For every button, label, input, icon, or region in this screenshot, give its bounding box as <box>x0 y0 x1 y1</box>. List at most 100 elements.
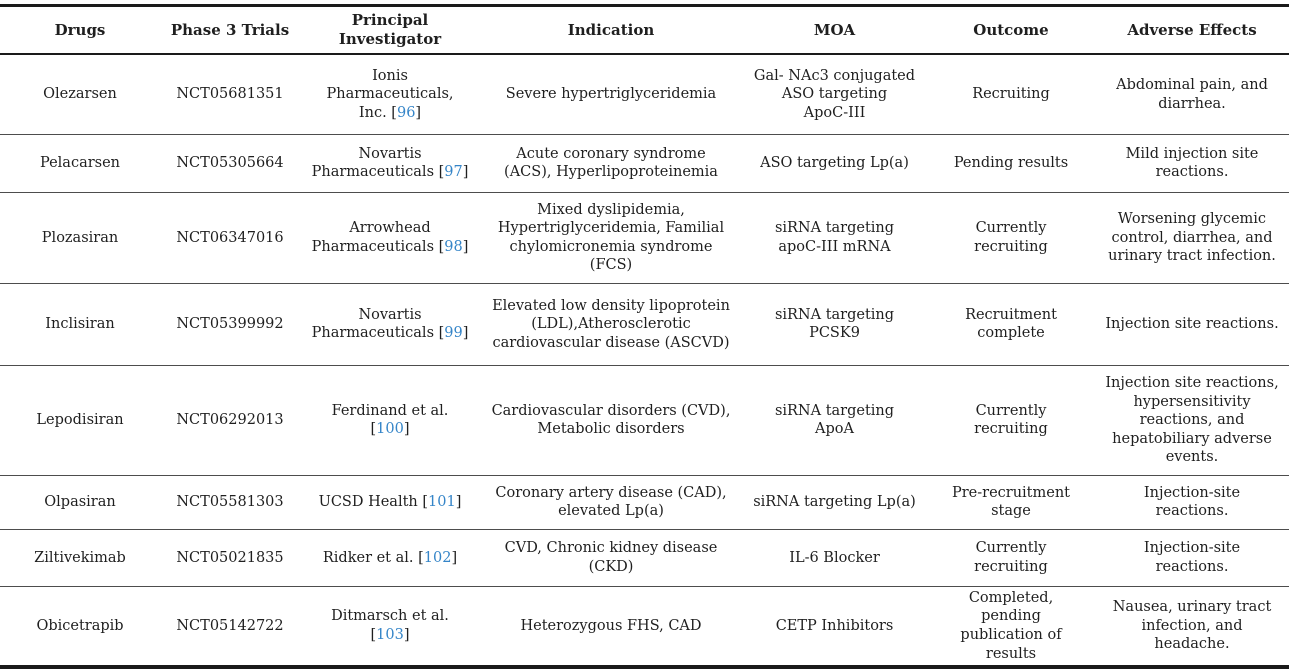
pi-text: Novartis Pharmaceuticals [ <box>311 145 445 181</box>
principal-investigator-cell: Ridker et al. [102] <box>300 528 480 587</box>
principal-investigator-cell: Arrowhead Pharmaceuticals [98] <box>300 191 480 284</box>
moa-cell: siRNA targeting ApoA <box>742 364 927 476</box>
drug-name-cell: Inclisiran <box>0 282 160 366</box>
trial-id-cell: NCT05021835 <box>160 528 300 587</box>
adverse-effects-cell: Injection-site reactions. <box>1095 528 1289 587</box>
citation-link[interactable]: 98 <box>444 238 463 255</box>
outcome-cell: Recruitment complete <box>927 282 1095 366</box>
pi-text-close: ] <box>415 104 422 121</box>
trial-id-cell: NCT05581303 <box>160 474 300 530</box>
pi-text-close: ] <box>455 494 462 511</box>
column-header-outcome: Outcome <box>927 5 1095 56</box>
principal-investigator-cell: Ferdinand et al. [100] <box>300 364 480 476</box>
drug-name-cell: Ziltivekimab <box>0 528 160 587</box>
adverse-effects-cell: Injection site reactions, hypersensitivi… <box>1095 364 1289 476</box>
pi-text: Ionis Pharmaceuticals, Inc. [ <box>326 67 454 121</box>
drug-name-cell: Plozasiran <box>0 191 160 284</box>
moa-cell: siRNA targeting Lp(a) <box>742 474 927 530</box>
moa-cell: siRNA targeting apoC-III mRNA <box>742 191 927 284</box>
citation-link[interactable]: 101 <box>428 494 456 511</box>
indication-cell: Elevated low density lipoprotein (LDL),A… <box>480 282 742 366</box>
pi-text: Novartis Pharmaceuticals [ <box>311 306 445 342</box>
table-row-plozasiran: Plozasiran NCT06347016 Arrowhead Pharmac… <box>0 191 1289 284</box>
drug-name-cell: Pelacarsen <box>0 133 160 193</box>
moa-cell: siRNA targeting PCSK9 <box>742 282 927 366</box>
pi-text-close: ] <box>403 421 410 438</box>
pi-text: UCSD Health [ <box>318 494 429 511</box>
indication-cell: Mixed dyslipidemia, Hypertriglyceridemia… <box>480 191 742 284</box>
moa-cell: Gal- NAc3 conjugated ASO targeting ApoC-… <box>753 67 916 121</box>
table-row-ziltivekimab: Ziltivekimab NCT05021835 Ridker et al. [… <box>0 528 1289 587</box>
citation-link[interactable]: 100 <box>376 421 404 438</box>
principal-investigator-cell: Novartis Pharmaceuticals [97] <box>300 133 480 193</box>
pi-text-close: ] <box>403 626 410 643</box>
column-header-moa: MOA <box>742 5 927 56</box>
citation-link[interactable]: 97 <box>444 164 463 181</box>
indication-cell: Acute coronary syndrome (ACS), Hyperlipo… <box>480 133 742 193</box>
pi-text-close: ] <box>451 549 458 566</box>
drug-name-cell: Obicetrapib <box>0 585 160 668</box>
table-row-pelacarsen: Pelacarsen NCT05305664 Novartis Pharmace… <box>0 133 1289 193</box>
table-header: Drugs Phase 3 Trials Principal Investiga… <box>0 5 1289 56</box>
header-row: Drugs Phase 3 Trials Principal Investiga… <box>0 5 1289 56</box>
principal-investigator-cell: UCSD Health [101] <box>300 474 480 530</box>
moa-cell: CETP Inhibitors <box>742 585 927 668</box>
pi-text-close: ] <box>462 164 469 181</box>
column-header-indication: Indication <box>480 5 742 56</box>
trial-id-cell: NCT05399992 <box>160 282 300 366</box>
moa-cell: IL-6 Blocker <box>742 528 927 587</box>
table-row-olpasiran: Olpasiran NCT05581303 UCSD Health [101] … <box>0 474 1289 530</box>
outcome-cell: Pre-recruitment stage <box>927 474 1095 530</box>
outcome-cell: Recruiting <box>972 86 1050 103</box>
adverse-effects-cell: Abdominal pain, and diarrhea. <box>1116 77 1268 112</box>
table-row-obicetrapib: Obicetrapib NCT05142722 Ditmarsch et al.… <box>0 585 1289 668</box>
citation-link[interactable]: 99 <box>444 325 463 342</box>
column-header-drugs: Drugs <box>0 5 160 56</box>
trial-id-cell: NCT05142722 <box>160 585 300 668</box>
outcome-cell: Pending results <box>927 133 1095 193</box>
drug-name-cell: Olpasiran <box>0 474 160 530</box>
citation-link[interactable]: 96 <box>396 104 416 121</box>
outcome-cell: Currently recruiting <box>927 528 1095 587</box>
indication-cell: CVD, Chronic kidney disease (CKD) <box>480 528 742 587</box>
adverse-effects-cell: Mild injection site reactions. <box>1095 133 1289 193</box>
citation-link[interactable]: 103 <box>376 626 404 643</box>
adverse-effects-cell: Worsening glycemic control, diarrhea, an… <box>1095 191 1289 284</box>
principal-investigator-cell: Ditmarsch et al. [103] <box>300 585 480 668</box>
outcome-cell: Currently recruiting <box>927 364 1095 476</box>
adverse-effects-cell: Injection site reactions. <box>1095 282 1289 366</box>
table-row-olezarsen: Olezarsen NCT05681351 Ionis Pharmaceutic… <box>0 54 1289 134</box>
table-row-lepodisiran: Lepodisiran NCT06292013 Ferdinand et al.… <box>0 364 1289 476</box>
indication-cell: Coronary artery disease (CAD), elevated … <box>480 474 742 530</box>
pi-text: Arrowhead Pharmaceuticals [ <box>311 220 445 255</box>
pi-text-close: ] <box>462 325 469 342</box>
adverse-effects-cell: Injection-site reactions. <box>1095 474 1289 530</box>
principal-investigator-cell: Ionis Pharmaceuticals, Inc. [96] <box>300 54 480 134</box>
trial-id-cell: NCT05681351 <box>176 86 284 103</box>
column-header-phase3-trials: Phase 3 Trials <box>160 5 300 56</box>
outcome-cell: Completed, pending publication of result… <box>927 585 1095 668</box>
pi-text-close: ] <box>462 238 469 255</box>
citation-link[interactable]: 102 <box>423 549 452 566</box>
moa-cell: ASO targeting Lp(a) <box>742 133 927 193</box>
pi-text: Ditmarsch et al. [ <box>331 608 449 643</box>
drug-name-cell: Olezarsen <box>43 86 117 103</box>
pi-text: Ridker et al. [ <box>322 549 424 566</box>
principal-investigator-cell: Novartis Pharmaceuticals [99] <box>300 282 480 366</box>
column-header-adverse-effects: Adverse Effects <box>1095 5 1289 56</box>
table-row-inclisiran: Inclisiran NCT05399992 Novartis Pharmace… <box>0 282 1289 366</box>
adverse-effects-cell: Nausea, urinary tract infection, and hea… <box>1095 585 1289 668</box>
indication-cell: Severe hypertriglyceridemia <box>505 86 717 103</box>
drug-name-cell: Lepodisiran <box>0 364 160 476</box>
trial-id-cell: NCT06347016 <box>160 191 300 284</box>
indication-cell: Cardiovascular disorders (CVD), Metaboli… <box>480 364 742 476</box>
pi-text: Ferdinand et al. [ <box>331 402 449 438</box>
indication-cell: Heterozygous FHS, CAD <box>480 585 742 668</box>
trial-id-cell: NCT06292013 <box>160 364 300 476</box>
trial-id-cell: NCT05305664 <box>160 133 300 193</box>
clinical-trials-table: Drugs Phase 3 Trials Principal Investiga… <box>0 4 1289 669</box>
outcome-cell: Currently recruiting <box>927 191 1095 284</box>
table-body: Olezarsen NCT05681351 Ionis Pharmaceutic… <box>0 54 1289 668</box>
column-header-principal-investigator: Principal Investigator <box>300 5 480 56</box>
